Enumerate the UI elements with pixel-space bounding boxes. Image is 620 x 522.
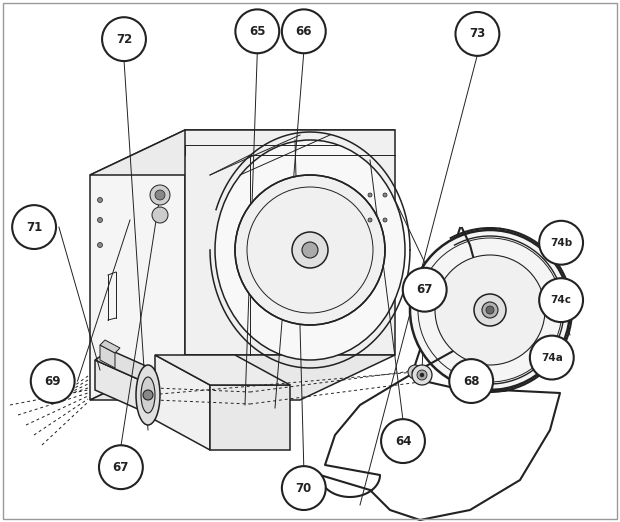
Ellipse shape <box>141 377 155 413</box>
Circle shape <box>150 185 170 205</box>
Circle shape <box>12 205 56 249</box>
Circle shape <box>31 359 74 403</box>
Circle shape <box>383 193 387 197</box>
Ellipse shape <box>215 140 405 360</box>
Polygon shape <box>90 355 395 400</box>
Circle shape <box>420 373 424 377</box>
Circle shape <box>403 268 446 312</box>
Circle shape <box>97 243 102 247</box>
Text: 69: 69 <box>45 375 61 387</box>
Circle shape <box>292 232 328 268</box>
Text: 64: 64 <box>395 435 411 447</box>
Polygon shape <box>100 345 115 368</box>
Circle shape <box>450 359 493 403</box>
Text: 74c: 74c <box>551 295 572 305</box>
Text: 71: 71 <box>26 221 42 233</box>
Circle shape <box>435 255 545 365</box>
Circle shape <box>282 9 326 53</box>
Polygon shape <box>95 350 155 380</box>
Polygon shape <box>210 385 290 450</box>
Circle shape <box>143 390 153 400</box>
Circle shape <box>408 365 422 379</box>
Polygon shape <box>155 355 210 450</box>
Circle shape <box>302 242 318 258</box>
Polygon shape <box>185 130 395 355</box>
Circle shape <box>97 197 102 203</box>
Text: 70: 70 <box>296 482 312 494</box>
Circle shape <box>368 218 372 222</box>
Circle shape <box>417 370 427 380</box>
Text: 73: 73 <box>469 28 485 40</box>
Circle shape <box>412 369 418 375</box>
Circle shape <box>539 221 583 265</box>
Circle shape <box>282 466 326 510</box>
Text: 65: 65 <box>249 25 265 38</box>
Text: 74b: 74b <box>550 238 572 248</box>
Text: 66: 66 <box>296 25 312 38</box>
Circle shape <box>383 218 387 222</box>
Circle shape <box>539 278 583 322</box>
Circle shape <box>482 302 498 318</box>
Polygon shape <box>95 360 140 410</box>
Text: 68: 68 <box>463 375 479 387</box>
Text: eReplacementParts.com: eReplacementParts.com <box>250 275 370 285</box>
Circle shape <box>368 193 372 197</box>
Circle shape <box>102 17 146 61</box>
Circle shape <box>155 190 165 200</box>
Text: 67: 67 <box>417 283 433 296</box>
Circle shape <box>236 9 279 53</box>
Circle shape <box>486 306 494 314</box>
Circle shape <box>235 175 385 325</box>
Text: 72: 72 <box>116 33 132 45</box>
Circle shape <box>474 294 506 326</box>
Circle shape <box>99 445 143 489</box>
Polygon shape <box>90 130 185 400</box>
Circle shape <box>381 419 425 463</box>
Circle shape <box>97 218 102 222</box>
Polygon shape <box>90 130 395 175</box>
Circle shape <box>412 365 432 385</box>
Ellipse shape <box>136 365 160 425</box>
Circle shape <box>410 230 570 390</box>
Circle shape <box>152 207 168 223</box>
Circle shape <box>530 336 574 379</box>
Text: 67: 67 <box>113 461 129 473</box>
Text: 74a: 74a <box>541 352 563 363</box>
Polygon shape <box>155 355 290 385</box>
Polygon shape <box>100 340 120 353</box>
Circle shape <box>456 12 499 56</box>
